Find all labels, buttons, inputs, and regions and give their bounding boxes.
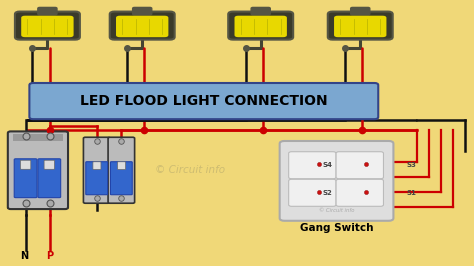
FancyBboxPatch shape — [336, 179, 383, 206]
FancyBboxPatch shape — [108, 137, 135, 203]
Text: S1: S1 — [407, 190, 416, 196]
FancyBboxPatch shape — [251, 7, 270, 15]
FancyBboxPatch shape — [93, 162, 101, 169]
FancyBboxPatch shape — [44, 160, 55, 169]
Text: © Circuit info: © Circuit info — [319, 208, 354, 213]
FancyBboxPatch shape — [8, 131, 68, 209]
FancyBboxPatch shape — [14, 159, 37, 198]
FancyBboxPatch shape — [15, 12, 80, 40]
Text: LED FLOOD LIGHT CONNECTION: LED FLOOD LIGHT CONNECTION — [80, 94, 328, 108]
FancyBboxPatch shape — [116, 16, 168, 37]
Text: © Circuit info: © Circuit info — [155, 165, 225, 175]
FancyBboxPatch shape — [83, 137, 110, 203]
FancyBboxPatch shape — [38, 7, 57, 15]
FancyBboxPatch shape — [38, 159, 61, 198]
FancyBboxPatch shape — [289, 152, 336, 179]
FancyBboxPatch shape — [133, 7, 152, 15]
Text: S3: S3 — [407, 162, 416, 168]
Text: Gang Switch: Gang Switch — [300, 223, 374, 234]
FancyBboxPatch shape — [118, 162, 126, 169]
Bar — [13, 134, 63, 141]
Text: P: P — [46, 251, 54, 261]
FancyBboxPatch shape — [86, 162, 108, 195]
FancyBboxPatch shape — [20, 160, 31, 169]
FancyBboxPatch shape — [235, 16, 287, 37]
FancyBboxPatch shape — [289, 179, 336, 206]
FancyBboxPatch shape — [334, 16, 386, 37]
FancyBboxPatch shape — [328, 12, 392, 40]
Text: S4: S4 — [322, 162, 332, 168]
FancyBboxPatch shape — [109, 12, 174, 40]
FancyBboxPatch shape — [21, 16, 73, 37]
FancyBboxPatch shape — [110, 162, 132, 195]
FancyBboxPatch shape — [228, 12, 293, 40]
FancyBboxPatch shape — [351, 7, 370, 15]
FancyBboxPatch shape — [29, 83, 378, 119]
FancyBboxPatch shape — [336, 152, 383, 179]
Text: S2: S2 — [322, 190, 332, 196]
FancyBboxPatch shape — [280, 141, 393, 221]
Text: N: N — [20, 251, 29, 261]
